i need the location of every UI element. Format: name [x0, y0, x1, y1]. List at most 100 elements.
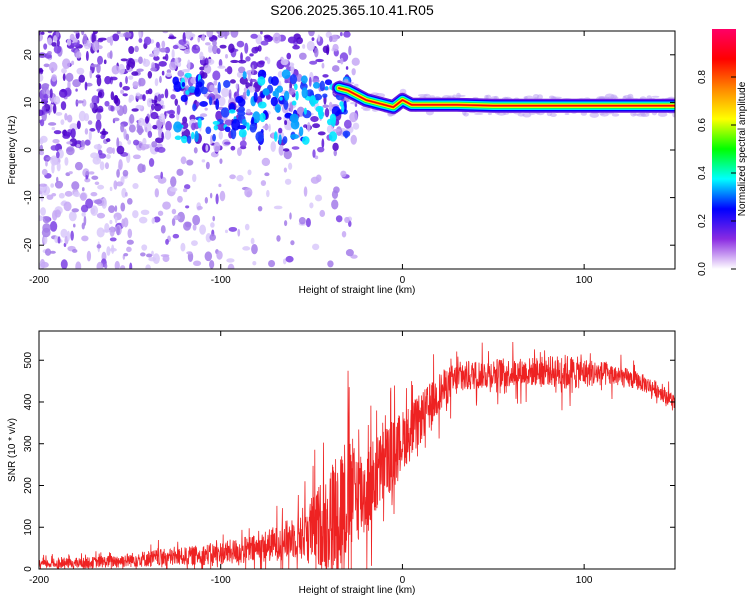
- spectral-blob: [120, 265, 126, 269]
- spectral-blob-strong: [192, 103, 197, 112]
- spectral-blob: [39, 135, 48, 143]
- ridge-halo: [599, 96, 610, 99]
- spectral-blob: [109, 219, 113, 225]
- spectral-blob: [104, 263, 108, 269]
- spectral-blob: [96, 75, 102, 87]
- spectral-blob: [140, 252, 146, 257]
- spectral-blob: [94, 181, 100, 186]
- spectral-blob: [283, 149, 292, 160]
- spectral-blob: [280, 58, 289, 66]
- spectral-blob: [69, 123, 79, 131]
- spectral-blob: [109, 226, 115, 237]
- spectral-blob-strong: [283, 99, 289, 110]
- spectral-blob: [146, 98, 152, 108]
- spectral-blob: [41, 227, 51, 238]
- spectral-blob: [162, 31, 169, 34]
- spectral-blob: [166, 69, 172, 74]
- spectral-blob: [212, 44, 218, 55]
- spectral-blob: [317, 34, 321, 42]
- spectral-blob: [328, 35, 333, 43]
- spectral-blob: [340, 170, 347, 178]
- spectral-blob: [84, 139, 91, 146]
- spectral-blob: [209, 233, 216, 241]
- colorbar-label: Normalized spectral amplitude: [737, 81, 748, 216]
- spectral-blob: [85, 50, 89, 62]
- spectral-blob: [96, 261, 104, 269]
- spectral-blob: [287, 36, 297, 44]
- spectral-blob: [122, 104, 128, 115]
- spectral-blob: [308, 76, 312, 87]
- spectral-blob: [153, 216, 161, 223]
- spectral-blob: [76, 100, 84, 104]
- spectral-blob: [113, 117, 120, 122]
- spectral-blob: [322, 104, 330, 108]
- spectral-blob: [152, 253, 160, 265]
- spectral-blob: [103, 59, 107, 65]
- spectral-blob: [225, 53, 229, 59]
- spectral-blob: [43, 235, 48, 245]
- spectral-blob: [322, 74, 329, 78]
- spectral-blob: [110, 105, 114, 112]
- spectral-blob: [120, 89, 125, 94]
- spectral-blob: [39, 82, 42, 90]
- spectral-blob: [153, 55, 160, 61]
- spectral-blob: [81, 31, 85, 36]
- spectral-blob: [252, 261, 257, 266]
- spectral-blob: [184, 184, 191, 190]
- spectral-blob: [66, 230, 71, 242]
- spectral-blob: [244, 42, 249, 54]
- spectral-blob: [305, 217, 311, 228]
- spectral-blob: [157, 146, 166, 153]
- spectral-blob: [150, 103, 155, 111]
- spectral-blob: [153, 103, 162, 112]
- spectral-blob: [120, 123, 125, 133]
- spectral-blob: [43, 93, 49, 103]
- spectral-blob-strong: [181, 135, 188, 144]
- spectral-blob: [120, 58, 128, 62]
- spectral-blob: [142, 58, 151, 67]
- spectral-blob: [204, 251, 213, 262]
- spectral-blob: [39, 215, 44, 222]
- spectral-blob: [134, 45, 139, 53]
- spectral-blob: [125, 76, 128, 84]
- x-tick-label: 100: [576, 575, 593, 586]
- spectral-blob: [268, 123, 271, 132]
- spectral-blob: [66, 147, 74, 152]
- spectral-blob: [105, 154, 111, 159]
- spectral-blob: [230, 145, 236, 151]
- spectral-blob: [135, 104, 143, 110]
- spectral-blob: [128, 94, 135, 102]
- spectral-blob: [302, 44, 306, 49]
- spectral-blob: [191, 122, 196, 131]
- spectral-blob: [160, 93, 165, 99]
- spectral-blob-strong: [299, 126, 304, 137]
- ridge-halo: [487, 112, 492, 116]
- spectral-blob: [64, 156, 69, 166]
- spectral-blob: [170, 176, 177, 188]
- spectral-blob: [52, 210, 58, 221]
- spectral-blob: [208, 47, 213, 53]
- spectral-blob: [113, 180, 118, 190]
- spectral-blob: [109, 35, 114, 46]
- spectral-blob: [43, 63, 50, 68]
- y-tick-label: 10: [23, 96, 34, 108]
- spectral-blob: [165, 238, 169, 245]
- spectral-blob: [226, 258, 235, 263]
- spectral-blob-strong: [249, 122, 257, 133]
- spectral-blob: [110, 91, 115, 101]
- spectral-blob: [48, 61, 58, 72]
- figure-title: S206.2025.365.10.41.R05: [270, 2, 434, 18]
- spectral-blob: [82, 33, 88, 45]
- spectral-blob: [237, 228, 241, 237]
- spectral-blob: [44, 248, 52, 256]
- spectral-blob: [218, 96, 226, 107]
- spectral-blob-strong: [324, 79, 333, 86]
- spectral-blob: [114, 216, 118, 224]
- spectral-blob: [176, 168, 184, 176]
- spectral-blob-strong: [217, 81, 221, 94]
- spectral-blob-strong: [230, 127, 237, 140]
- spectral-blob: [135, 92, 141, 97]
- spectral-blob: [278, 144, 284, 156]
- spectral-blob: [242, 91, 247, 100]
- spectral-blob: [71, 181, 80, 191]
